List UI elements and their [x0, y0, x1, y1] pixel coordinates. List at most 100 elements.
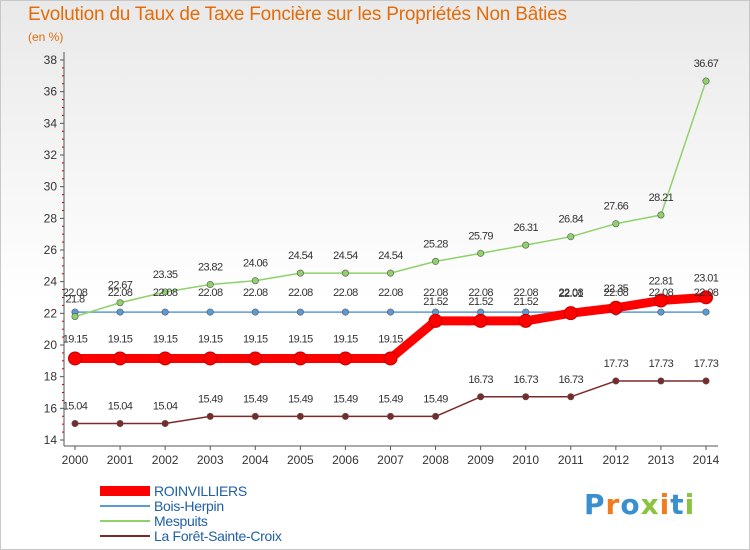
data-label-bois-herpin: 22.08	[694, 287, 719, 299]
data-point-roinvilliers	[248, 351, 263, 366]
y-tick-label: 16	[44, 401, 58, 415]
data-point-la-foret-sainte-croix	[432, 412, 440, 420]
data-label-mespuits: 25.28	[423, 238, 448, 250]
data-point-bois-herpin	[341, 308, 349, 316]
data-point-la-foret-sainte-croix	[116, 420, 124, 428]
legend-label-la-foret-sainte-croix: La Forêt-Sainte-Croix	[154, 528, 282, 544]
data-point-bois-herpin	[251, 308, 259, 316]
x-tick-label: 2006	[332, 453, 359, 467]
data-point-bois-herpin	[702, 308, 710, 316]
y-tick-label: 14	[44, 433, 58, 447]
data-label-bois-herpin: 22.08	[423, 287, 448, 299]
data-label-la-foret-sainte-croix: 15.04	[153, 401, 178, 413]
data-point-roinvilliers	[699, 290, 713, 305]
data-point-la-foret-sainte-croix	[71, 420, 79, 428]
data-point-roinvilliers	[653, 293, 668, 308]
data-point-roinvilliers	[473, 313, 488, 328]
data-point-bois-herpin	[206, 308, 214, 316]
data-label-roinvilliers: 22.01	[559, 288, 584, 300]
legend-swatch-bois-herpin	[100, 505, 150, 507]
data-label-bois-herpin: 22.08	[243, 287, 268, 299]
chart-data-labels: 22.08 22.08 22.08 22.08 22.08 22.08 22.08 22.08…	[63, 58, 720, 413]
chart-series	[68, 77, 713, 428]
data-point-la-foret-sainte-croix	[612, 377, 620, 385]
data-label-bois-herpin: 22.08	[108, 287, 133, 299]
data-label-la-foret-sainte-croix: 15.04	[63, 401, 88, 413]
data-point-mespuits	[432, 257, 440, 265]
data-label-bois-herpin: 22.08	[559, 287, 584, 299]
data-label-la-foret-sainte-croix: 16.73	[559, 374, 584, 386]
data-label-bois-herpin: 22.08	[288, 287, 313, 299]
x-tick-label: 2009	[467, 453, 494, 467]
data-point-la-foret-sainte-croix	[161, 420, 169, 428]
legend-label-bois-herpin: Bois-Herpin	[154, 498, 224, 514]
x-tick-label: 2014	[693, 453, 720, 467]
data-point-roinvilliers	[608, 300, 623, 315]
data-label-bois-herpin: 22.08	[63, 287, 88, 299]
data-label-roinvilliers: 21.52	[513, 296, 538, 308]
x-tick-label: 2010	[512, 453, 539, 467]
data-label-mespuits: 26.31	[513, 222, 538, 234]
data-point-la-foret-sainte-croix	[341, 412, 349, 420]
data-point-la-foret-sainte-croix	[657, 377, 665, 385]
data-label-bois-herpin: 22.08	[333, 287, 358, 299]
data-label-la-foret-sainte-croix: 15.49	[333, 393, 358, 405]
data-label-roinvilliers: 22.81	[649, 276, 674, 288]
legend-swatch-la-foret-sainte-croix	[100, 535, 150, 537]
data-label-roinvilliers: 19.15	[198, 333, 223, 345]
x-tick-label: 2001	[107, 453, 134, 467]
data-point-mespuits	[657, 211, 665, 219]
x-tick-label: 2008	[422, 453, 449, 467]
data-label-bois-herpin: 22.08	[513, 287, 538, 299]
data-label-bois-herpin: 22.08	[604, 287, 629, 299]
data-label-mespuits: 24.06	[243, 258, 268, 270]
data-label-bois-herpin: 22.08	[198, 287, 223, 299]
data-label-mespuits: 28.21	[649, 192, 674, 204]
legend-label-mespuits: Mespuits	[154, 513, 208, 529]
y-tick-label: 24	[44, 275, 58, 289]
legend-swatch-roinvilliers	[100, 486, 150, 496]
data-point-roinvilliers	[383, 351, 398, 366]
data-label-la-foret-sainte-croix: 15.49	[243, 393, 268, 405]
x-tick-label: 2012	[603, 453, 630, 467]
data-point-mespuits	[341, 269, 349, 277]
data-label-roinvilliers: 19.15	[153, 333, 178, 345]
data-label-roinvilliers: 19.15	[333, 333, 358, 345]
data-point-bois-herpin	[386, 308, 394, 316]
data-label-roinvilliers: 19.15	[288, 333, 313, 345]
data-point-la-foret-sainte-croix	[567, 393, 575, 401]
y-tick-label: 18	[44, 370, 58, 384]
data-point-la-foret-sainte-croix	[477, 393, 485, 401]
data-point-bois-herpin	[657, 308, 665, 316]
data-label-mespuits: 23.82	[198, 262, 223, 274]
data-point-mespuits	[296, 269, 304, 277]
data-label-roinvilliers: 22.35	[604, 283, 629, 295]
data-label-mespuits: 24.54	[288, 250, 313, 262]
data-point-roinvilliers	[158, 351, 173, 366]
data-label-bois-herpin: 22.08	[153, 287, 178, 299]
data-label-roinvilliers: 19.15	[108, 333, 133, 345]
data-point-bois-herpin	[296, 308, 304, 316]
data-label-roinvilliers: 21.52	[423, 296, 448, 308]
data-label-roinvilliers: 19.15	[243, 333, 268, 345]
data-label-roinvilliers: 19.15	[378, 333, 403, 345]
data-point-mespuits	[522, 241, 530, 249]
data-point-mespuits	[206, 281, 214, 289]
data-point-roinvilliers	[113, 351, 128, 366]
data-point-roinvilliers	[338, 351, 353, 366]
x-tick-label: 2007	[377, 453, 404, 467]
x-tick-label: 2005	[287, 453, 314, 467]
data-point-bois-herpin	[161, 308, 169, 316]
data-point-mespuits	[116, 299, 124, 307]
data-label-mespuits: 36.67	[694, 58, 719, 70]
y-tick-label: 26	[44, 243, 58, 257]
chart-title: Evolution du Taux de Taxe Foncière sur l…	[28, 4, 567, 25]
data-label-mespuits: 21.8	[65, 294, 84, 306]
x-tick-label: 2003	[197, 453, 224, 467]
data-label-la-foret-sainte-croix: 15.49	[378, 393, 403, 405]
data-label-mespuits: 26.84	[559, 214, 584, 226]
data-point-roinvilliers	[68, 351, 82, 366]
data-label-bois-herpin: 22.08	[378, 287, 403, 299]
data-point-bois-herpin	[116, 308, 124, 316]
